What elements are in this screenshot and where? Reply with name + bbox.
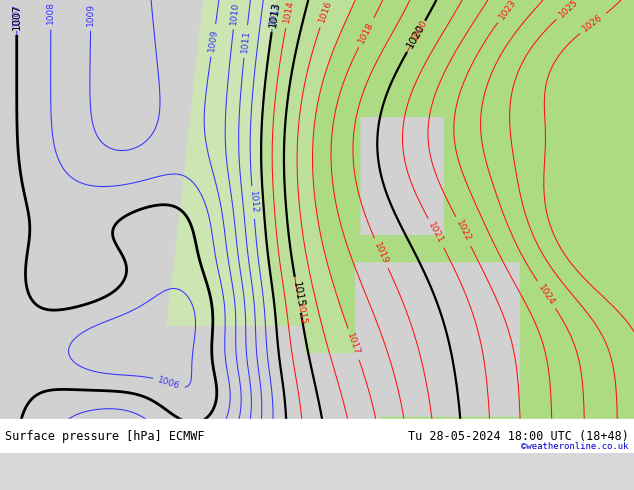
Text: 1010: 1010 [230,1,241,25]
Text: 1007: 1007 [12,3,22,26]
Text: 1013: 1013 [268,0,281,28]
Text: 1011: 1011 [240,29,252,53]
Text: 1015: 1015 [295,302,307,326]
Text: 1019: 1019 [372,241,390,266]
Bar [0,419,634,453]
Text: 1014: 1014 [282,0,295,24]
Text: Surface pressure [hPa] ECMWF: Surface pressure [hPa] ECMWF [5,430,205,442]
Text: 1008: 1008 [162,433,184,456]
Text: 1022: 1022 [454,219,472,244]
Text: 1012: 1012 [248,191,259,214]
Text: 1025: 1025 [557,0,580,19]
Text: 1021: 1021 [427,221,445,245]
Text: 1023: 1023 [497,0,518,21]
Text: 1018: 1018 [357,20,375,45]
Text: 1017: 1017 [346,332,361,357]
Text: 1016: 1016 [318,0,333,24]
Text: Tu 28-05-2024 18:00 UTC (18+48): Tu 28-05-2024 18:00 UTC (18+48) [408,430,629,442]
Text: 1020: 1020 [410,18,429,42]
Text: 1007: 1007 [12,4,22,30]
Text: ©weatheronline.co.uk: ©weatheronline.co.uk [521,442,629,451]
Text: 1013: 1013 [268,1,281,25]
Text: 1006: 1006 [157,375,181,391]
Text: 1009: 1009 [207,28,219,52]
Text: 1009: 1009 [86,3,96,26]
Text: 1015: 1015 [290,281,305,309]
Text: 1020: 1020 [405,23,427,50]
Text: 1008: 1008 [46,1,55,24]
Text: 1024: 1024 [536,283,557,307]
Text: 1009: 1009 [117,435,141,455]
Text: 1026: 1026 [581,13,605,34]
